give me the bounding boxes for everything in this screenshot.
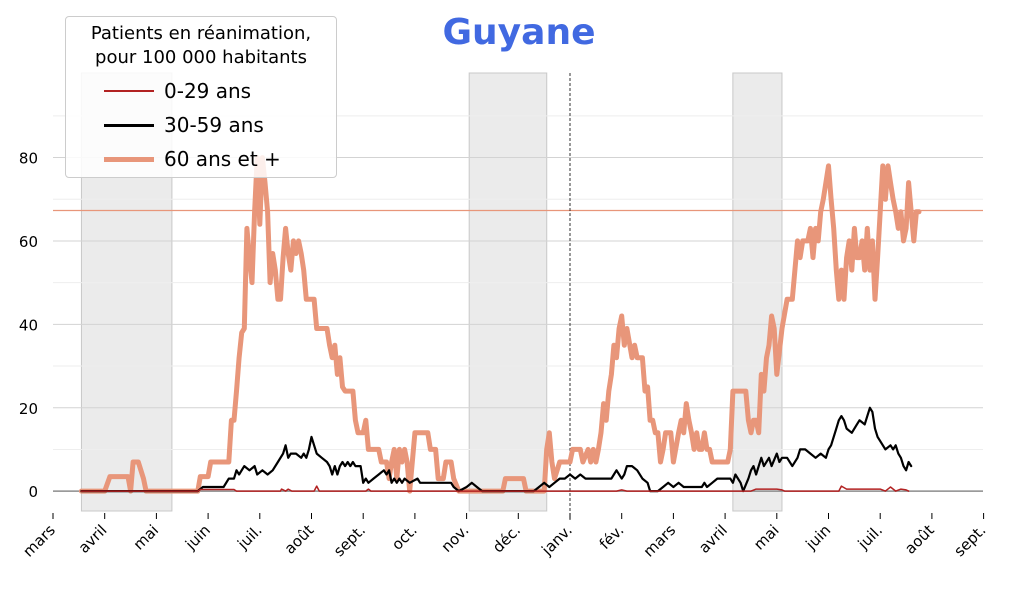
x-tick-label: juin	[802, 521, 835, 554]
shaded-period-2	[732, 72, 783, 512]
x-tick-label: mars	[19, 521, 59, 561]
y-tick-label: 80	[19, 150, 38, 168]
x-tick-label: oct.	[388, 521, 421, 554]
x-tick-label: août	[281, 521, 318, 558]
legend-swatch-0-29	[104, 90, 154, 92]
x-tick-label: mai	[750, 521, 783, 554]
x-tick-label: juil.	[854, 521, 886, 553]
legend-item-30-59: 30-59 ans	[104, 113, 264, 137]
x-tick-label: avril	[695, 521, 731, 557]
y-tick-label: 20	[19, 400, 38, 418]
x-tick-label: juil.	[233, 521, 265, 553]
legend-item-0-29: 0-29 ans	[104, 79, 251, 103]
x-axis-ticks: mars avril mai juin juil. août sept. oct. nov. dé…	[19, 513, 989, 561]
legend-title-line1: Patients en réanimation,	[90, 23, 312, 44]
legend: Patients en réanimation, pour 100 000 ha…	[65, 16, 337, 178]
y-tick-label: 40	[19, 316, 38, 334]
legend-label-0-29: 0-29 ans	[164, 79, 252, 103]
x-tick-label: sept.	[950, 521, 989, 560]
x-tick-label: fév.	[596, 521, 628, 553]
series-lines	[78, 155, 922, 494]
x-tick-label: mai	[130, 521, 163, 554]
series-line-1	[80, 406, 913, 493]
legend-label-30-59: 30-59 ans	[164, 113, 264, 137]
legend-item-60-plus: 60 ans et +	[104, 147, 281, 171]
x-tick-label: janv.	[537, 521, 575, 559]
x-tick-label: juin	[181, 521, 214, 554]
x-tick-label: déc.	[489, 521, 524, 556]
x-tick-label: avril	[75, 521, 111, 557]
legend-label-60-plus: 60 ans et +	[164, 147, 281, 171]
legend-swatch-60-plus	[104, 156, 154, 162]
series-line-2	[78, 155, 922, 494]
y-axis-ticks: 0 20 40 60 80	[19, 150, 38, 502]
x-tick-label: sept.	[330, 521, 369, 560]
y-tick-label: 60	[19, 233, 38, 251]
legend-title-line2: pour 100 000 habitants	[95, 47, 307, 68]
legend-swatch-30-59	[104, 123, 154, 127]
x-tick-label: nov.	[438, 521, 473, 556]
chart-title: Guyane	[443, 12, 596, 53]
y-tick-label: 0	[28, 483, 38, 501]
x-tick-label: mars	[640, 521, 680, 561]
legend-title: Patients en réanimation, pour 100 000 ha…	[66, 22, 336, 70]
series-line-0	[80, 485, 910, 492]
x-tick-label: août	[901, 521, 938, 558]
shaded-period-1	[468, 72, 548, 512]
